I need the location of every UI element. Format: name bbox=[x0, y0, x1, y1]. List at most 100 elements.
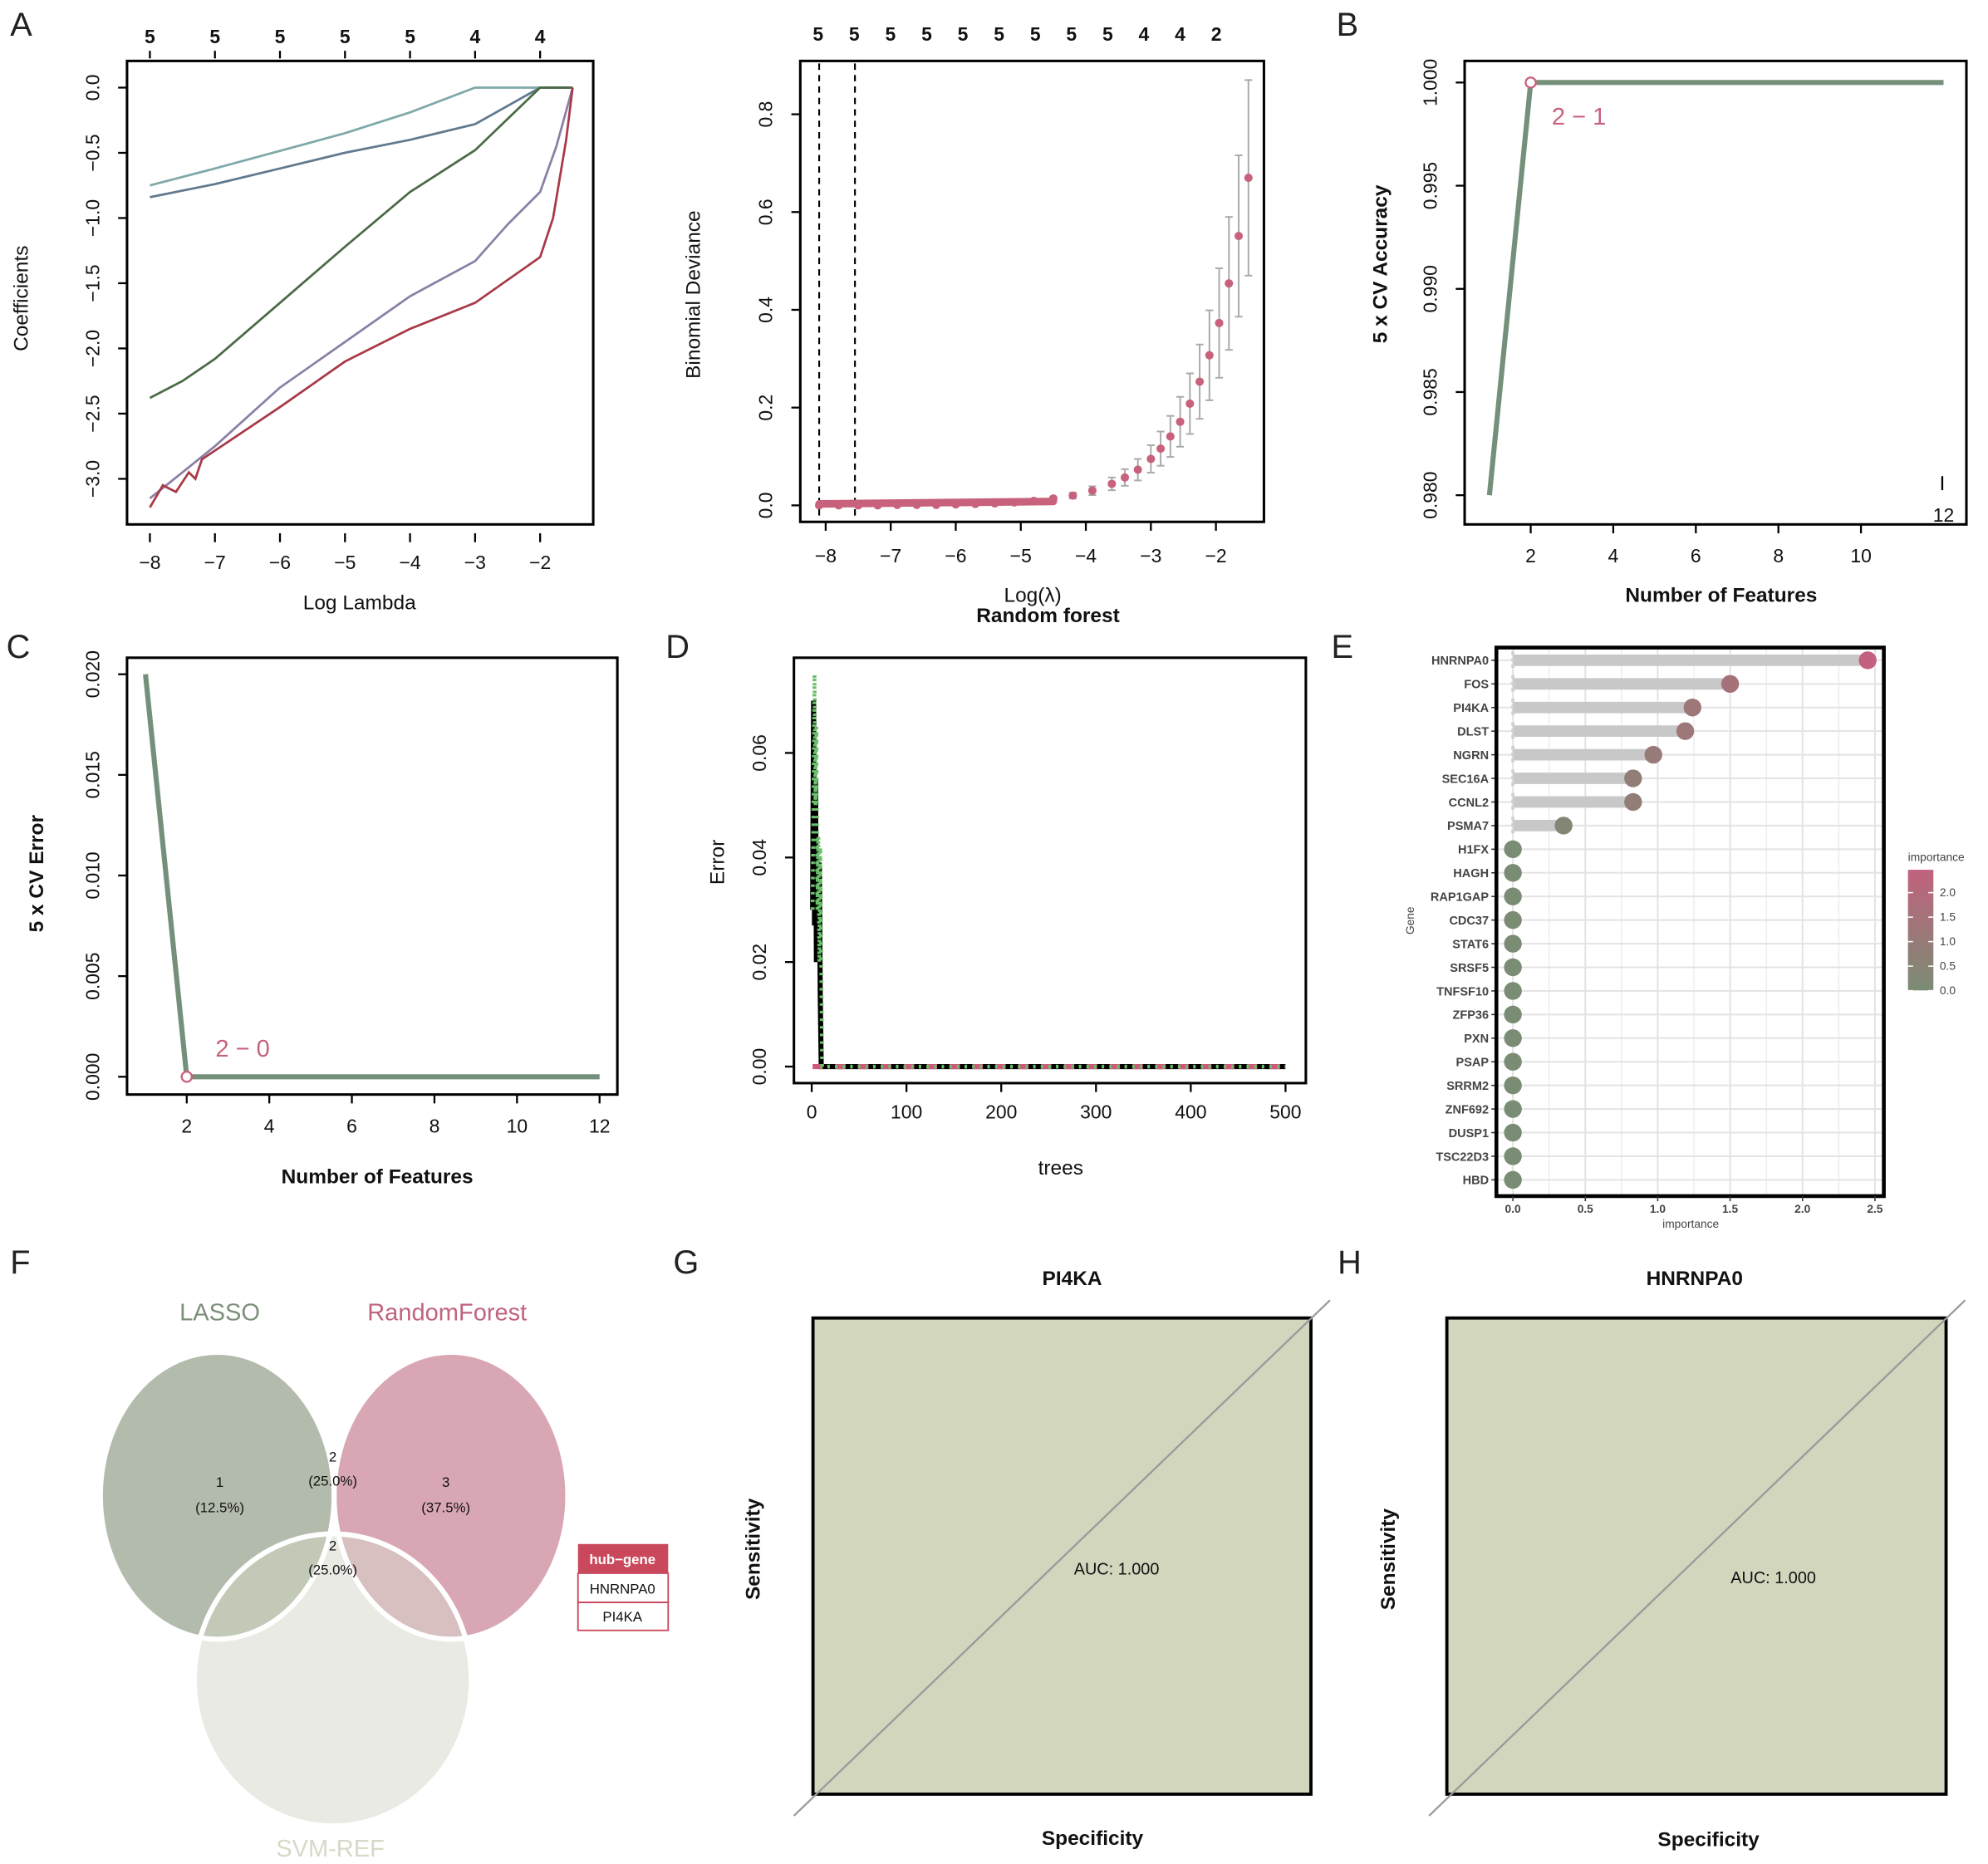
c-y-tick-label: 0.020 bbox=[81, 650, 103, 698]
roc-title: HNRNPA0 bbox=[1647, 1268, 1743, 1290]
a2-x-tick-label: −3 bbox=[1140, 545, 1161, 567]
importance-dot bbox=[1504, 958, 1522, 977]
a1-y-tick-label: −1.5 bbox=[81, 264, 103, 302]
deviance-point bbox=[1176, 417, 1185, 426]
a1-top-label: 4 bbox=[469, 26, 480, 47]
b-y-tick-label: 0.995 bbox=[1419, 162, 1441, 209]
roc-curve-diagonal bbox=[1428, 1299, 1966, 1817]
b-y-label: 5 x CV Accuracy bbox=[1370, 184, 1392, 343]
b-x-tick-label: 10 bbox=[1850, 545, 1872, 567]
a1-top-label: 5 bbox=[145, 26, 155, 47]
venn-count: 2 bbox=[329, 1538, 336, 1553]
auc-label: AUC: 1.000 bbox=[1074, 1560, 1160, 1578]
a1-y-tick-label: −1.0 bbox=[81, 199, 103, 237]
a1-top-label: 4 bbox=[535, 26, 546, 47]
e-plot-frame bbox=[1494, 645, 1886, 1199]
a2-x-tick-label: −8 bbox=[815, 545, 837, 567]
venn-percent: (37.5%) bbox=[421, 1500, 470, 1516]
venn-label-lasso: LASSO bbox=[179, 1300, 260, 1327]
e-y-label: Gene bbox=[1404, 906, 1416, 934]
roc-title: PI4KA bbox=[1043, 1268, 1102, 1290]
hub-gene-table: hub−gene HNRNPA0 PI4KA bbox=[577, 1543, 670, 1631]
deviance-point bbox=[1107, 479, 1117, 488]
a1-x-tick-label: −7 bbox=[204, 552, 226, 573]
a1-x-label: Log Lambda bbox=[303, 592, 416, 615]
a1-x-tick-label: −4 bbox=[400, 552, 421, 573]
importance-dot bbox=[1504, 1123, 1522, 1142]
b-y-tick-label: 1.000 bbox=[1419, 59, 1441, 106]
gene-label: HAGH bbox=[1453, 867, 1489, 880]
deviance-point bbox=[1225, 279, 1234, 288]
legend-label: 1.0 bbox=[1940, 935, 1956, 948]
optimal-point bbox=[180, 1071, 194, 1083]
gene-label: CCNL2 bbox=[1449, 797, 1489, 810]
c-y-label: 5 x CV Error bbox=[26, 815, 48, 933]
importance-dot bbox=[1504, 982, 1522, 1000]
venn-outline bbox=[191, 1531, 474, 1829]
hub-gene-row bbox=[577, 1602, 670, 1631]
a2-top-label: 5 bbox=[958, 23, 969, 45]
importance-dot bbox=[1504, 1052, 1522, 1071]
roc-curve-diagonal bbox=[793, 1299, 1331, 1817]
e-x-tick-label: 0.0 bbox=[1505, 1203, 1521, 1215]
c-x-tick-label: 12 bbox=[589, 1116, 611, 1137]
c-x-tick-label: 8 bbox=[430, 1116, 440, 1137]
d-y-tick-label: 0.04 bbox=[749, 839, 770, 876]
d-x-label: trees bbox=[1038, 1157, 1083, 1180]
gene-label: CDC37 bbox=[1449, 915, 1489, 928]
importance-dot bbox=[1504, 934, 1522, 953]
panel-label-h: H bbox=[1338, 1244, 1362, 1281]
c-y-tick-label: 0.000 bbox=[81, 1053, 103, 1101]
gene-label: HNRNPA0 bbox=[1431, 655, 1489, 668]
roc-x-label: Specificity bbox=[1042, 1827, 1144, 1850]
gene-label: ZFP36 bbox=[1453, 1009, 1490, 1023]
venn-label-randomforest: RandomForest bbox=[367, 1300, 527, 1327]
gene-label: PSAP bbox=[1456, 1057, 1490, 1070]
d-plot-frame bbox=[793, 656, 1308, 1085]
hub-gene-header: hub−gene bbox=[589, 1552, 655, 1567]
importance-dot bbox=[1504, 864, 1522, 882]
e-legend-title: importance bbox=[1908, 851, 1965, 863]
importance-dot bbox=[1644, 745, 1662, 764]
d-x-tick-label: 400 bbox=[1175, 1101, 1206, 1123]
e-x-tick-label: 2.5 bbox=[1867, 1203, 1882, 1215]
gene-label: PXN bbox=[1464, 1033, 1489, 1046]
a2-x-tick-label: −4 bbox=[1075, 545, 1097, 567]
roc-x-label: Specificity bbox=[1657, 1829, 1760, 1852]
b-y-tick-label: 0.985 bbox=[1419, 368, 1441, 415]
c-y-tick-label: 0.010 bbox=[81, 851, 103, 899]
coefficient-line-coef-2 bbox=[150, 86, 573, 199]
a1-y-tick-label: −2.0 bbox=[81, 330, 103, 367]
a2-y-tick-label: 0.6 bbox=[755, 199, 777, 225]
deviance-point bbox=[1146, 454, 1156, 464]
legend-colorbar bbox=[1907, 870, 1934, 991]
a2-top-label: 5 bbox=[994, 23, 1004, 45]
a2-x-tick-label: −2 bbox=[1205, 545, 1227, 567]
a2-x-tick-label: −6 bbox=[945, 545, 966, 567]
a2-top-label: 5 bbox=[921, 23, 932, 45]
a1-y-label: Coefficients bbox=[11, 246, 33, 351]
b-x-tick-label: 8 bbox=[1773, 545, 1784, 567]
a2-top-label: 5 bbox=[1066, 23, 1077, 45]
a2-top-label: 4 bbox=[1139, 23, 1150, 45]
roc-plot-hnrnpa0: HNRNPA0 AUC: 1.000 Sensitivity Specifici… bbox=[1377, 1268, 1966, 1852]
importance-dot bbox=[1504, 1100, 1522, 1118]
a1-top-label: 5 bbox=[340, 26, 351, 47]
a2-y-tick-label: 0.2 bbox=[755, 395, 777, 421]
d-y-label: Error bbox=[707, 840, 729, 885]
coefficient-line-coef-5 bbox=[149, 87, 574, 508]
importance-dot bbox=[1720, 674, 1740, 694]
roc-plot-pi4ka: PI4KA AUC: 1.000 Sensitivity Specificity bbox=[742, 1268, 1331, 1850]
coefficient-line-coef-1 bbox=[150, 86, 573, 187]
importance-dot bbox=[1504, 1029, 1522, 1047]
panel-label-a: A bbox=[10, 7, 32, 43]
gene-label: FOS bbox=[1464, 679, 1489, 692]
a1-x-tick-label: −8 bbox=[139, 552, 160, 573]
a2-top-label: 5 bbox=[1030, 23, 1041, 45]
deviance-point bbox=[1244, 174, 1253, 183]
deviance-point bbox=[1234, 232, 1244, 241]
a1-plot-frame bbox=[125, 59, 595, 526]
importance-dot bbox=[1504, 840, 1522, 859]
importance-dot bbox=[1504, 1170, 1522, 1190]
b-x-tick-label: 4 bbox=[1608, 545, 1619, 567]
